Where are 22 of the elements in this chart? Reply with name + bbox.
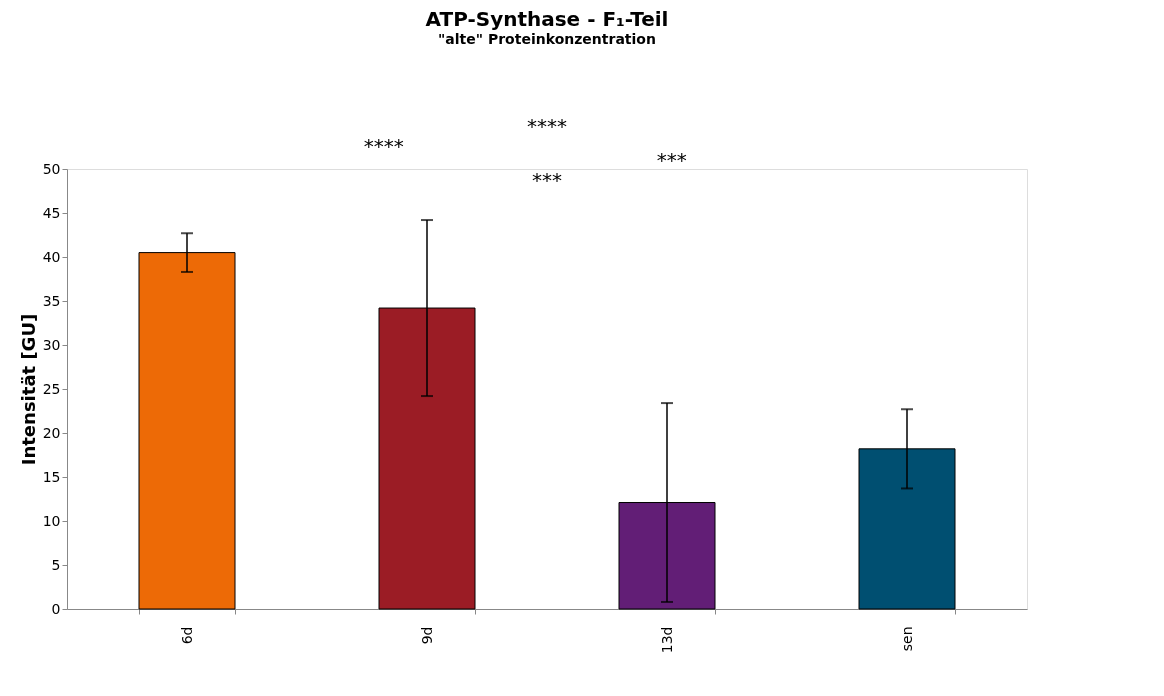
- text: ****: [363, 134, 404, 158]
- y-tick-label: 10: [42, 512, 61, 529]
- x-tick-label: sen: [898, 626, 915, 652]
- x-tick-label: 13d: [658, 626, 675, 654]
- y-tick-label: 25: [42, 380, 61, 397]
- y-tick-label: 50: [42, 160, 61, 177]
- y-tick-label: 45: [42, 204, 61, 221]
- annotation: ***: [656, 148, 687, 172]
- y-tick-label: 5: [51, 556, 61, 573]
- chart-title: ATP-Synthase - F₁-Teil: [425, 7, 669, 31]
- annotation: ***: [532, 168, 562, 192]
- text: ****: [527, 114, 567, 138]
- y-axis-title: Intensität [GU]: [17, 313, 39, 466]
- x-tick-label: 9d: [418, 626, 435, 645]
- chart-subtitle: "alte" Proteinkonzentration: [438, 31, 656, 47]
- x-tick-label: 6d: [178, 626, 195, 645]
- y-tick-label: 35: [42, 292, 61, 309]
- y-tick-label: 30: [42, 336, 61, 353]
- y-tick-label: 0: [51, 600, 61, 617]
- y-tick-label: 15: [42, 468, 61, 485]
- y-tick-label: 40: [42, 248, 61, 265]
- y-tick-label: 20: [42, 424, 61, 441]
